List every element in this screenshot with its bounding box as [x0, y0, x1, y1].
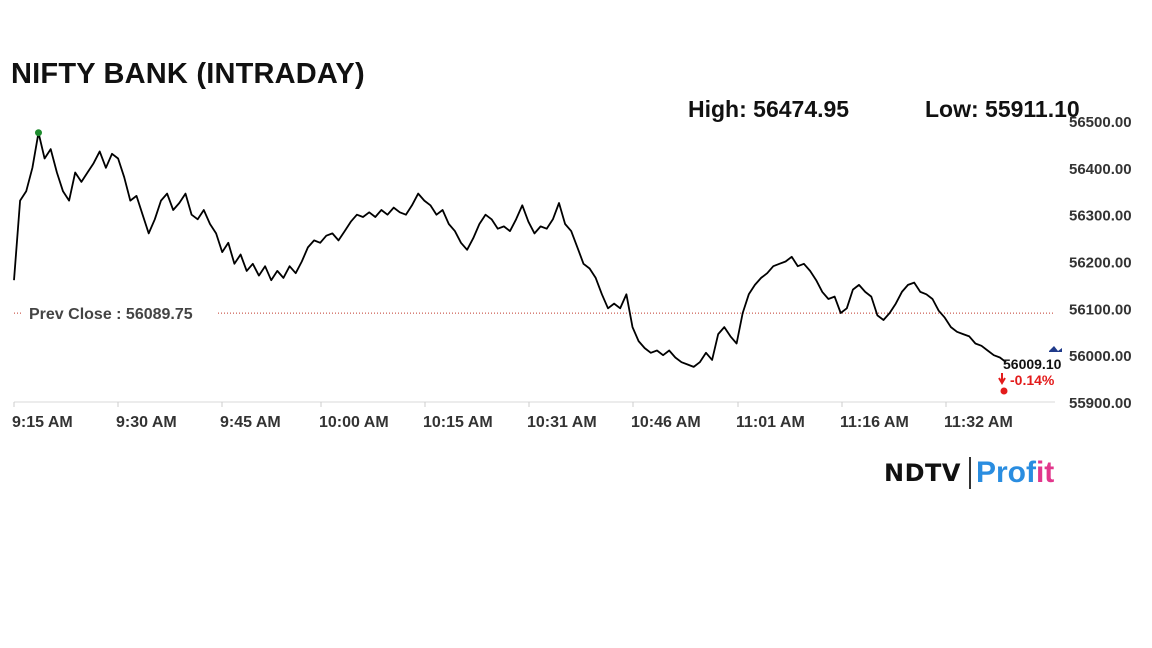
y-tick-label: 55900.00	[1069, 395, 1132, 412]
last-price-pointer-icon	[1049, 346, 1062, 352]
y-tick-label: 56200.00	[1069, 255, 1132, 272]
prev-close-label-bg	[22, 303, 218, 324]
logo-profit-text: Profit	[976, 456, 1054, 490]
last-point-marker	[1000, 387, 1008, 395]
x-tick-label: 9:30 AM	[116, 414, 177, 431]
x-tick-label: 11:01 AM	[736, 414, 805, 431]
x-tick-label: 10:15 AM	[423, 414, 493, 431]
y-tick-label: 56100.00	[1069, 301, 1132, 318]
price-line	[13, 131, 1007, 368]
x-tick-label: 9:15 AM	[12, 414, 73, 431]
prev-close-label: Prev Close : 56089.75	[29, 306, 193, 323]
x-tick-label: 10:31 AM	[527, 414, 597, 431]
high-value: High: 56474.95	[688, 96, 850, 122]
logo-ndtv-text: NDTV	[884, 459, 961, 487]
x-tick-label: 11:32 AM	[944, 414, 1013, 431]
chart-title: NIFTY BANK (INTRADAY)	[11, 58, 365, 90]
y-tick-label: 56500.00	[1069, 114, 1132, 131]
down-arrow-icon	[998, 373, 1006, 385]
y-tick-label: 56300.00	[1069, 208, 1132, 225]
y-tick-label: 56400.00	[1069, 161, 1132, 178]
ndtv-profit-logo: NDTV Profit	[884, 455, 1054, 491]
y-tick-label: 56000.00	[1069, 348, 1132, 365]
x-tick-label: 10:00 AM	[319, 414, 389, 431]
x-tick-label: 10:46 AM	[631, 414, 701, 431]
logo-divider	[968, 457, 971, 489]
low-value: Low: 55911.10	[925, 96, 1080, 122]
x-tick-label: 9:45 AM	[220, 414, 281, 431]
last-value-label: 56009.10	[1003, 356, 1062, 372]
logo-profit-main: Prof	[975, 456, 1036, 489]
x-tick-label: 11:16 AM	[840, 414, 909, 431]
change-percent-label: -0.14%	[1010, 372, 1055, 388]
day-high-marker	[34, 129, 42, 137]
logo-profit-accent: it	[1035, 456, 1055, 489]
